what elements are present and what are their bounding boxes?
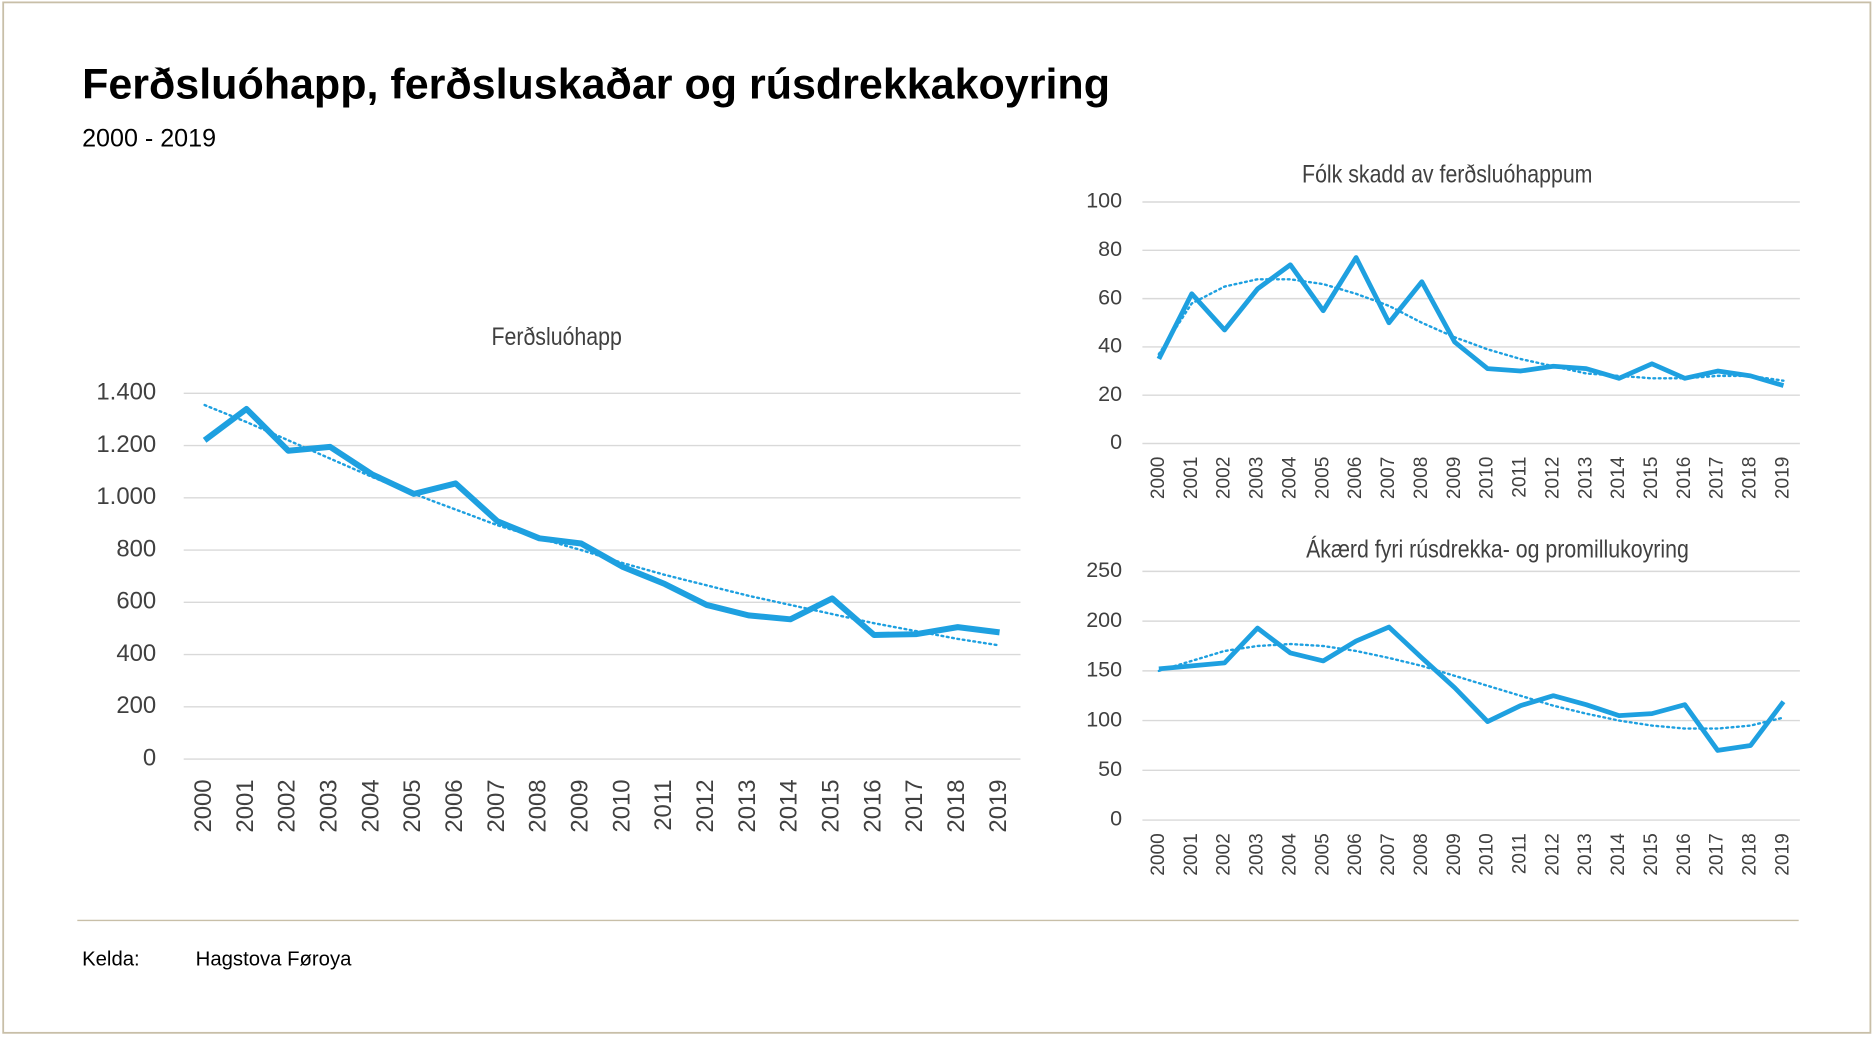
- x-tick-label: 2009: [566, 779, 593, 832]
- x-tick-label: 2009: [1444, 457, 1465, 500]
- x-tick-label: 2012: [1542, 833, 1563, 876]
- x-tick-label: 2016: [859, 779, 886, 832]
- x-tick-label: 2012: [1542, 457, 1563, 500]
- x-tick-label: 2013: [734, 779, 761, 832]
- x-tick-label: 2006: [441, 779, 468, 832]
- x-tick-label: 2002: [1214, 457, 1235, 500]
- x-tick-label: 2004: [1279, 456, 1300, 499]
- x-tick-label: 2007: [1378, 457, 1399, 500]
- y-tick-label: 100: [1086, 707, 1122, 731]
- y-tick-label: 100: [1086, 189, 1122, 213]
- data-line: [1158, 624, 1786, 753]
- x-tick-label: 2016: [1674, 457, 1695, 500]
- x-tick-label: 2018: [943, 779, 970, 832]
- x-tick-label: 2018: [1740, 833, 1761, 876]
- x-tick-label: 2015: [1641, 457, 1662, 500]
- y-tick-label: 600: [116, 588, 156, 615]
- y-tick-label: 400: [116, 640, 156, 667]
- y-tick-label: 200: [116, 692, 156, 719]
- chart-title: Fólk skadd av ferðsluóhappum: [1302, 160, 1592, 188]
- x-tick-label: 2005: [1312, 833, 1333, 876]
- x-tick-label: 2001: [232, 779, 259, 832]
- x-tick-label: 2004: [357, 779, 384, 832]
- x-tick-label: 2009: [1444, 833, 1465, 876]
- y-tick-label: 1.200: [96, 431, 156, 458]
- y-tick-label: 40: [1098, 334, 1122, 358]
- x-tick-label: 2017: [1707, 833, 1728, 876]
- y-tick-label: 50: [1098, 757, 1122, 781]
- x-tick-label: 2004: [1279, 833, 1300, 876]
- x-tick-label: 2015: [818, 779, 845, 832]
- x-tick-label: 2001: [1181, 457, 1202, 500]
- x-tick-label: 2006: [1345, 833, 1366, 876]
- x-tick-label: 2008: [1411, 833, 1432, 876]
- x-tick-label: 2014: [776, 779, 803, 832]
- y-tick-label: 20: [1098, 382, 1122, 406]
- x-tick-label: 2019: [985, 779, 1012, 832]
- x-tick-label: 2000: [190, 779, 217, 832]
- data-line: [1156, 255, 1785, 388]
- x-tick-label: 2010: [1477, 457, 1498, 500]
- y-tick-label: 1.400: [96, 379, 156, 406]
- x-tick-label: 2003: [315, 779, 342, 832]
- x-tick-label: 2015: [1641, 833, 1662, 876]
- x-tick-label: 2019: [1772, 457, 1793, 500]
- page-subtitle: 2000 - 2019: [82, 124, 216, 152]
- x-tick-label: 2010: [608, 779, 635, 832]
- x-tick-label: 2008: [1411, 457, 1432, 500]
- trend-line: [1157, 642, 1785, 730]
- x-tick-label: 2012: [692, 779, 719, 832]
- y-tick-label: 60: [1098, 285, 1122, 309]
- x-tick-label: 2007: [1378, 833, 1399, 876]
- x-tick-label: 2003: [1247, 457, 1268, 500]
- x-tick-label: 2003: [1247, 833, 1268, 876]
- x-tick-label: 2002: [1214, 833, 1235, 876]
- x-tick-label: 2011: [1510, 833, 1531, 874]
- x-tick-label: 2011: [1510, 457, 1531, 498]
- x-tick-label: 2013: [1575, 833, 1596, 876]
- x-tick-label: 2006: [1345, 457, 1366, 500]
- y-tick-label: 800: [116, 535, 156, 562]
- x-tick-label: 2013: [1575, 457, 1596, 500]
- x-tick-label: 2017: [901, 779, 928, 832]
- x-tick-label: 2005: [1312, 457, 1333, 500]
- x-tick-label: 2018: [1740, 457, 1761, 500]
- y-tick-label: 0: [1110, 807, 1122, 831]
- x-tick-label: 2014: [1608, 833, 1629, 876]
- y-tick-label: 200: [1086, 608, 1122, 632]
- y-tick-label: 1.000: [96, 483, 156, 510]
- x-tick-label: 2008: [525, 779, 552, 832]
- source-label: Kelda:: [82, 948, 140, 970]
- x-tick-label: 2000: [1148, 833, 1169, 876]
- x-tick-label: 2017: [1707, 457, 1728, 500]
- x-tick-label: 2019: [1772, 833, 1793, 876]
- x-tick-label: 2014: [1608, 456, 1629, 499]
- source-text: Hagstova Føroya: [196, 948, 352, 970]
- chart-title: Ákærd fyri rúsdrekka- og promillukoyring: [1306, 535, 1689, 563]
- y-tick-label: 80: [1098, 237, 1122, 261]
- x-tick-label: 2005: [399, 779, 426, 832]
- page-title: Ferðsluóhapp, ferðsluskaðar og rúsdrekka…: [82, 61, 1110, 109]
- y-tick-label: 0: [1110, 430, 1122, 454]
- x-tick-label: 2001: [1181, 833, 1202, 876]
- y-tick-label: 250: [1086, 558, 1122, 582]
- x-tick-label: 2000: [1148, 457, 1169, 500]
- data-line: [202, 405, 1000, 638]
- x-tick-label: 2011: [650, 779, 677, 830]
- y-tick-label: 150: [1086, 658, 1122, 682]
- x-tick-label: 2002: [274, 779, 301, 832]
- x-tick-label: 2007: [483, 779, 510, 832]
- x-tick-label: 2016: [1674, 833, 1695, 876]
- x-tick-label: 2010: [1477, 833, 1498, 876]
- chart-title: Ferðsluóhapp: [491, 322, 621, 350]
- y-tick-label: 0: [143, 744, 156, 771]
